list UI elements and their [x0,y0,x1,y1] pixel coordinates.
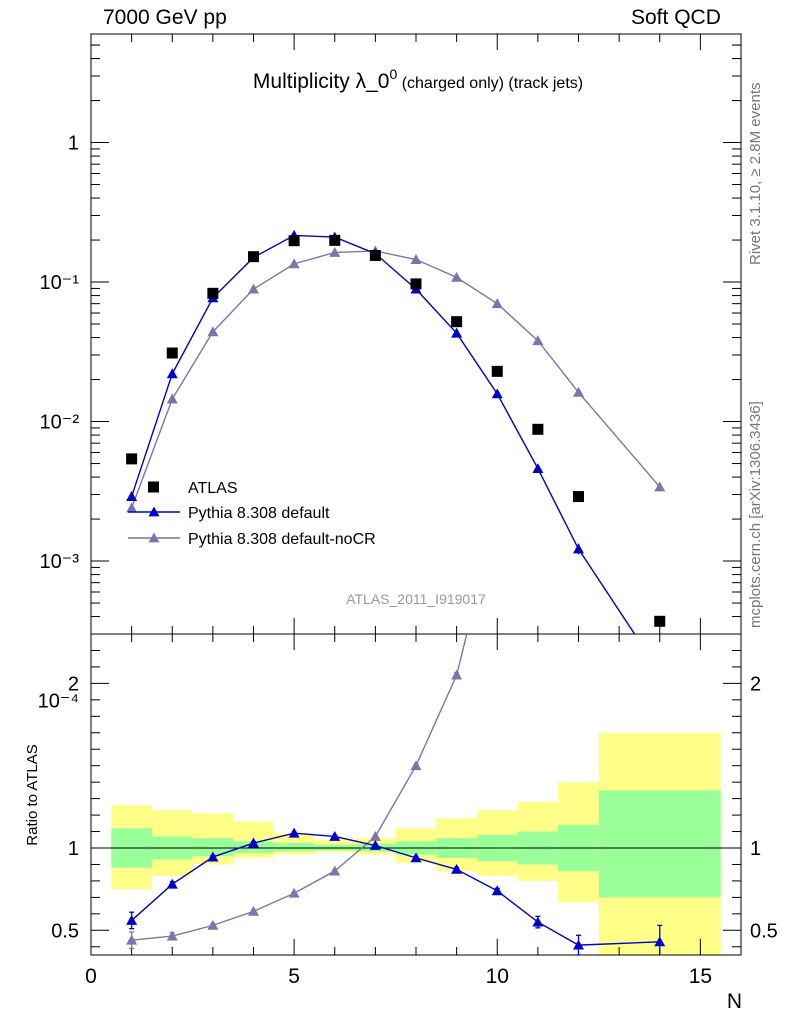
legend-marker-triangle [148,506,160,517]
legend-marker-square [148,481,159,493]
data-point-atlas [491,365,503,377]
chart-texts: 0 5 10 15 N 1 10⁻¹ 10⁻² 10⁻³ 10⁻⁴ 0.5 0.5 1 1 2 2 Ratio … [24,66,778,1013]
data-point-nocr [248,283,259,294]
ratio-y-tick-label: 0.5 [51,920,79,942]
data-point-nocr [451,271,463,282]
x-tick-label: 15 [689,965,712,988]
ratio-point-nocr [492,505,503,515]
data-point-atlas [126,453,138,465]
ratio-point-nocr [410,760,422,771]
data-point-atlas [207,287,219,299]
data-point-atlas [654,615,666,627]
uncertainty-band-inner [273,843,315,852]
legend-entry: Pythia 8.308 default [128,505,330,522]
axes-frames [90,33,742,956]
data-point-nocr [654,481,666,492]
ratio-point-default [369,840,381,850]
ratio-point-default [654,936,666,947]
data-point-default [491,388,503,399]
data-point-atlas [329,234,341,246]
y-tick-label: 10⁻² [40,412,80,434]
data-point-nocr [126,502,138,513]
legend-entry: Pythia 8.308 default-noCR [128,531,376,548]
data-point-nocr [207,326,219,337]
data-point-default [532,463,544,474]
data-point-nocr [329,246,341,257]
ratio-point-default [126,914,138,925]
ratio-point-nocr [207,919,219,930]
data-point-default [166,368,178,379]
data-point-nocr [532,335,544,346]
ratio-point-default [248,837,259,848]
ratio-point-nocr [126,934,138,945]
x-axis-label: N [727,990,742,1013]
legend-marker-triangle [148,532,160,543]
ratio-series-group [126,299,666,955]
data-point-atlas [532,423,544,435]
chart-title-rest: (charged only) (track jets) [397,75,583,92]
ratio-y-tick-label: 2 [750,673,761,695]
ratio-point-default [410,852,422,863]
data-point-default [451,327,463,338]
header-left: 7000 GeV pp [103,6,227,29]
ratio-point-default [451,863,463,874]
ratio-point-default [573,939,584,950]
data-point-atlas [410,278,422,290]
data-point-nocr [288,258,300,269]
data-point-default [126,491,138,501]
data-point-atlas [288,235,300,247]
ratio-point-default [207,851,219,862]
legend-label: Pythia 8.308 default [188,505,330,522]
data-point-atlas [166,347,178,359]
ratio-y-tick-label: 1 [750,838,761,860]
y-tick-label: 10⁻¹ [40,272,80,294]
ratio-point-nocr [329,865,341,876]
ratio-point-nocr [288,887,300,898]
y-tick-label: 10⁻⁴ [38,691,79,713]
y-tick-label: 1 [68,133,79,155]
ratio-point-default [329,830,341,841]
data-series [126,229,666,955]
data-point-atlas [573,491,584,503]
data-point-nocr [491,298,503,309]
top-series-group [126,229,666,677]
header-right: Soft QCD [631,6,721,29]
ratio-point-nocr [248,905,259,916]
data-point-nocr [573,386,584,397]
ratio-point-default [491,885,503,896]
x-tick-label: 0 [85,965,97,988]
x-tick-label: 5 [288,965,300,988]
ratio-y-tick-label: 1 [68,838,79,860]
data-point-nocr [166,393,178,404]
ratio-y-tick-label: 0.5 [750,920,778,942]
uncertainty-band-inner [192,838,234,857]
legend-label: ATLAS [188,480,238,497]
ratio-point-default [532,916,544,927]
chart-title: Multiplicity λ_00 (charged only) (track … [253,66,583,93]
data-point-atlas [369,250,381,262]
analysis-label: ATLAS_2011_I919017 [346,591,486,607]
data-point-nocr [410,254,422,264]
legend-label: Pythia 8.308 default-noCR [188,531,376,548]
chart-title-superscript: 0 [389,66,397,82]
data-point-atlas [248,251,259,263]
data-point-atlas [451,316,463,328]
data-point-default [654,667,665,677]
x-tick-label: 10 [486,965,509,988]
ratio-point-default [166,878,178,889]
ratio-point-nocr [532,299,543,309]
uncertainty-band-inner [598,790,721,898]
ratio-y-tick-label: 2 [68,673,79,695]
y-tick-label: 10⁻³ [40,551,80,573]
ratio-point-nocr [166,930,178,941]
ratio-point-nocr [369,830,381,841]
ratio-y-axis-label: Ratio to ATLAS [24,744,41,845]
ratio-point-nocr [451,669,463,680]
chart-title-main: Multiplicity λ_0 [253,70,390,93]
ratio-point-default [288,827,300,838]
legend-entry: ATLAS [148,480,238,497]
